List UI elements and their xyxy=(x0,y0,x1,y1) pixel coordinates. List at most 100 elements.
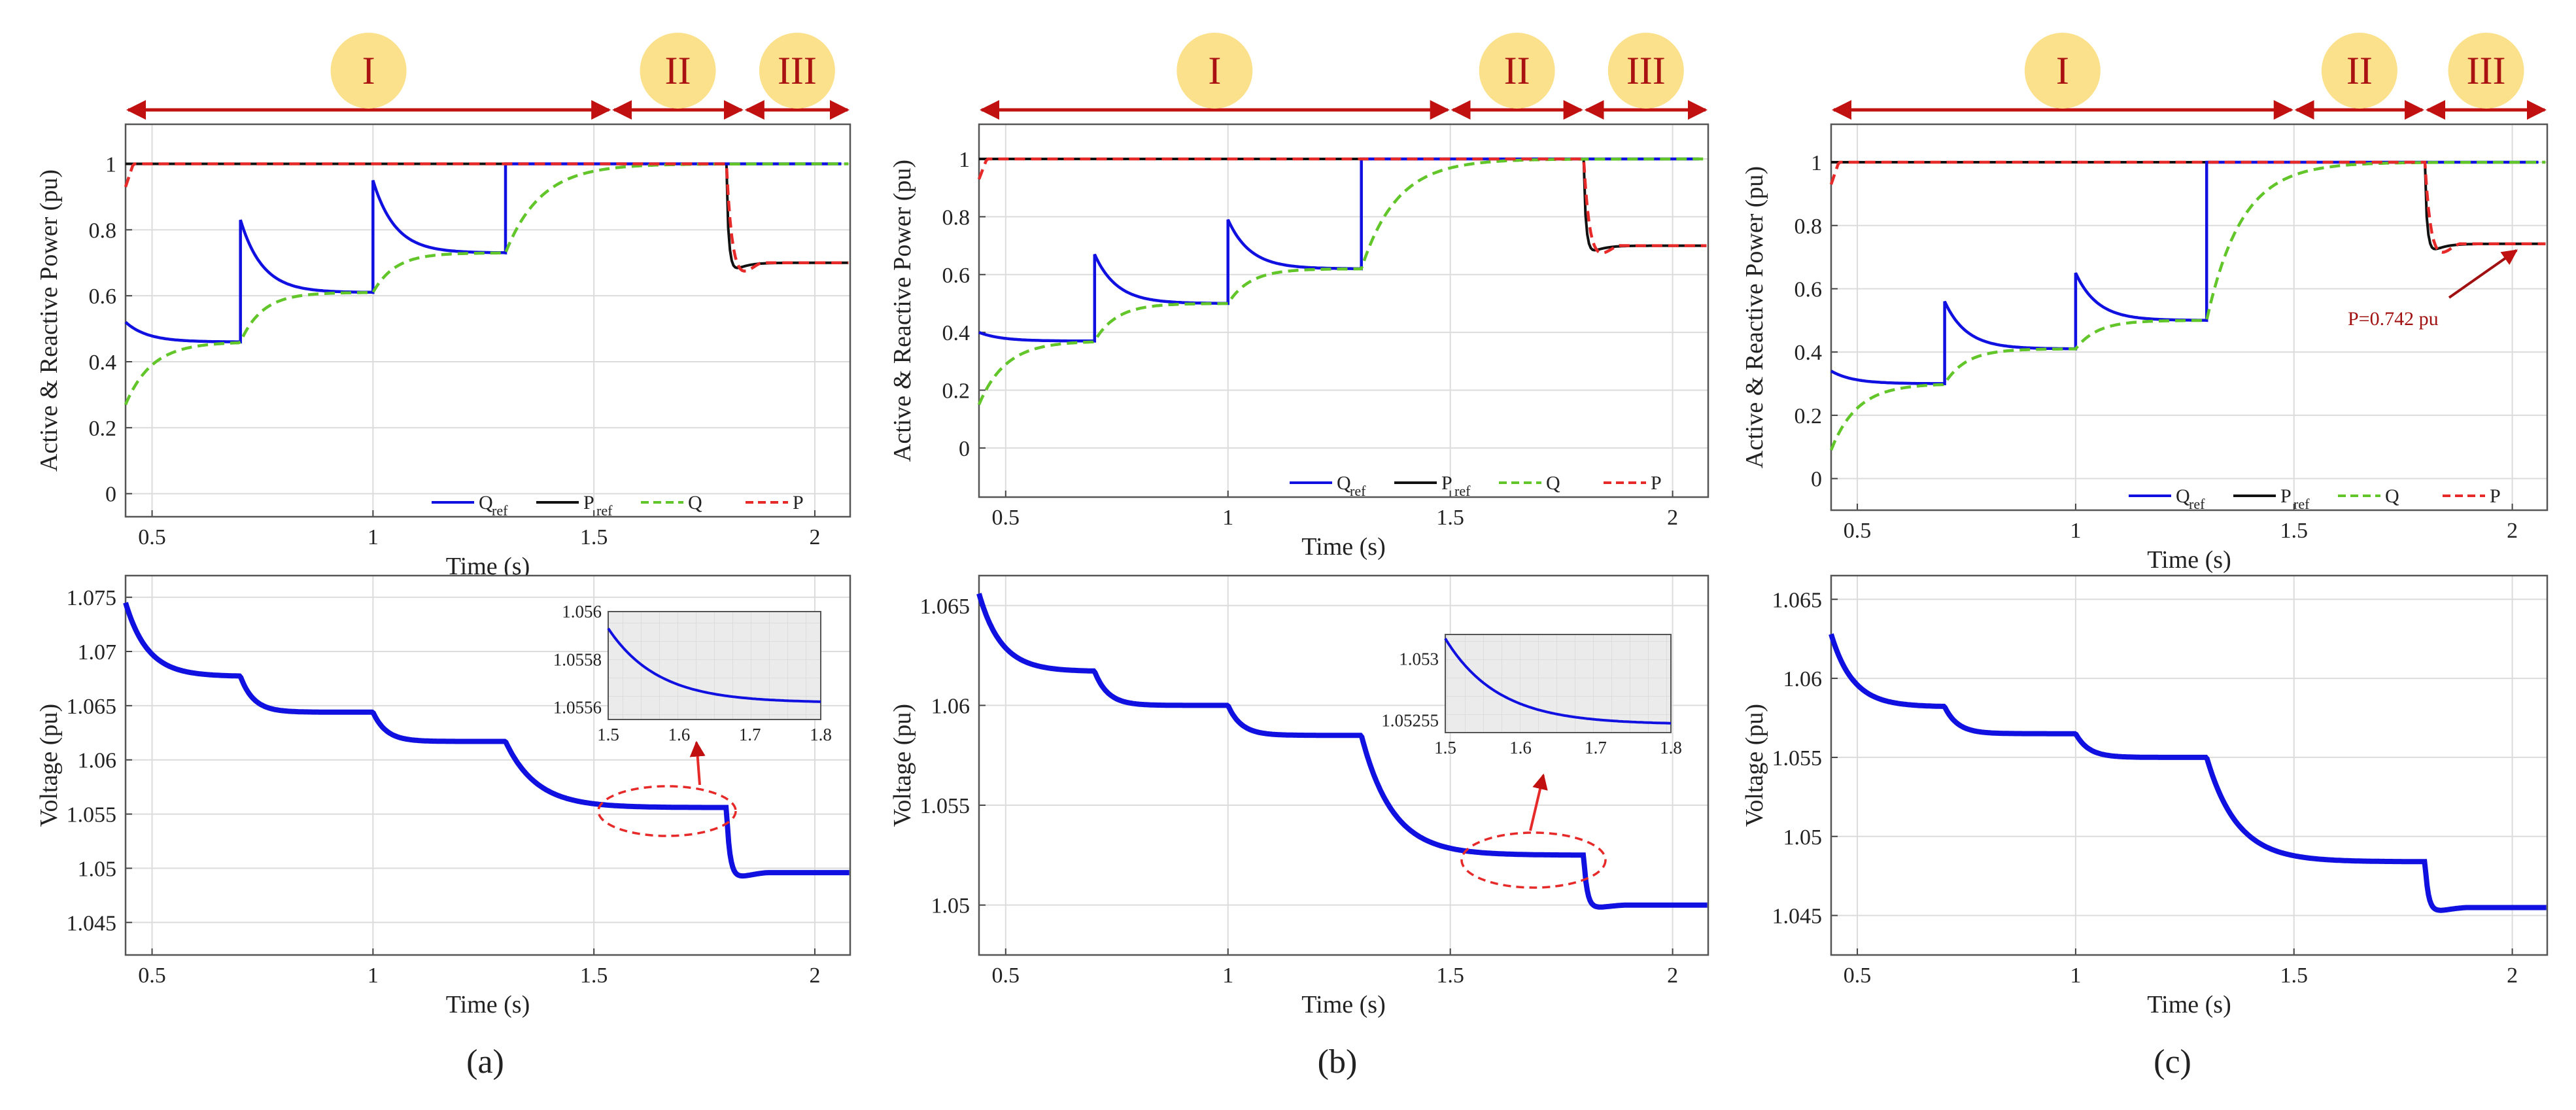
region-label: I xyxy=(362,49,375,92)
q-series-line xyxy=(124,162,849,406)
power-plot-area xyxy=(979,124,1708,497)
voltage-ytick-label: 1.05 xyxy=(931,894,970,918)
region-label: I xyxy=(2056,49,2069,92)
power-frame xyxy=(1830,123,2549,512)
q-series-line xyxy=(977,157,1707,406)
zoom-region-ellipse xyxy=(597,785,737,837)
power-ytick-label: 0.4 xyxy=(942,321,970,345)
inset-series-line xyxy=(1444,638,1672,725)
legend-qref-subscript: ref xyxy=(2189,496,2205,512)
zoom-arrow xyxy=(689,740,706,786)
power-ytick-label: 0.6 xyxy=(942,264,970,288)
region-label: II xyxy=(665,49,691,92)
legend-q-label: Q xyxy=(2385,485,2399,507)
inset-ytick-label: 1.053 xyxy=(1399,650,1439,669)
voltage-ytick-label: 1.06 xyxy=(78,749,117,773)
legend-p-label: P xyxy=(2490,485,2501,507)
power-ytick-label: 0 xyxy=(959,437,970,461)
region-label: III xyxy=(778,49,817,92)
power-chart-c: 0.5 1 1.5 2 0 0.2 0.4 0.6 0.8 1 Time (s) Active & R… xyxy=(1741,33,2549,574)
legend-p-label: P xyxy=(793,492,804,513)
power-ytick-label: 0.2 xyxy=(89,417,117,441)
power-xtick-label: 2 xyxy=(1667,506,1678,530)
power-xtick-label: 1.5 xyxy=(2280,519,2308,543)
power-ytick-label: 0.4 xyxy=(89,351,117,375)
voltage-ytick-label: 1.065 xyxy=(920,595,970,619)
inset-xtick-label: 1.8 xyxy=(810,725,832,744)
region-label: I xyxy=(1208,49,1221,92)
zoom-arrow xyxy=(1529,773,1548,831)
inset-xtick-label: 1.7 xyxy=(1585,738,1607,757)
region-badge xyxy=(2448,33,2524,109)
region-badge xyxy=(1607,33,1684,109)
power-ytick-label: 1 xyxy=(959,148,970,172)
region-badge xyxy=(640,33,716,109)
voltage-xtick-label: 2 xyxy=(1667,963,1678,988)
zoom-inset: 1.5 1.6 1.7 1.8 1.05255 1.053 xyxy=(1381,634,1682,757)
power-ytick-label: 0.8 xyxy=(942,205,970,230)
legend-qref-label: Q xyxy=(2176,485,2190,507)
power-ytick-label: 0.6 xyxy=(89,285,117,309)
region-badge xyxy=(330,33,407,109)
region-badge xyxy=(759,33,835,109)
legend-pref-subscript: ref xyxy=(1454,483,1471,499)
voltage-series-line xyxy=(976,593,1708,910)
voltage-plot-area xyxy=(1831,576,2547,955)
voltage-x-axis-label: Time (s) xyxy=(2147,991,2231,1018)
voltage-ytick-label: 1.055 xyxy=(1772,746,1823,771)
region-badge xyxy=(2321,33,2397,109)
voltage-xtick-label: 1.5 xyxy=(1436,963,1464,988)
p-series-line xyxy=(1829,160,2546,254)
legend-pref-subscript: ref xyxy=(2293,496,2310,512)
voltage-chart-c-voltage: 0.5 1 1.5 2 1.045 1.05 1.055 1.06 1.065 Time (s) V… xyxy=(1741,574,2549,1018)
voltage-chart-a-voltage: 0.5 1 1.5 2 1.045 1.05 1.055 1.06 1.065 1.07 1.075… xyxy=(35,574,851,1018)
caption-c: (c) xyxy=(2154,1043,2191,1081)
p-series-line xyxy=(977,157,1707,254)
power-xtick-label: 1 xyxy=(1222,506,1233,530)
inset-ytick-label: 1.056 xyxy=(562,602,602,621)
q-series-line xyxy=(1829,160,2546,451)
voltage-xtick-label: 1 xyxy=(2070,963,2081,988)
zoom-inset: 1.5 1.6 1.7 1.8 1.0556 1.0558 1.056 xyxy=(553,602,832,744)
power-ytick-label: 0.8 xyxy=(1795,215,1823,239)
legend-qref-subscript: ref xyxy=(492,502,508,519)
voltage-ytick-label: 1.06 xyxy=(1783,667,1823,691)
legend-qref-subscript: ref xyxy=(1350,483,1366,499)
inset-ytick-label: 1.0556 xyxy=(553,698,602,718)
power-ytick-label: 0.6 xyxy=(1795,277,1823,302)
voltage-y-axis-label: Voltage (pu) xyxy=(1741,704,1768,827)
voltage-series-line xyxy=(1829,633,2547,913)
voltage-ytick-label: 1.05 xyxy=(1783,825,1823,850)
voltage-ytick-label: 1.06 xyxy=(931,694,970,718)
power-ytick-label: 1 xyxy=(105,153,116,177)
power-ytick-label: 0.2 xyxy=(942,379,970,404)
region-label: II xyxy=(1504,49,1530,92)
legend-pref-label: P xyxy=(583,492,594,513)
power-ytick-label: 0.8 xyxy=(89,218,117,243)
voltage-ytick-label: 1.07 xyxy=(78,640,117,665)
p-series-line xyxy=(124,162,849,273)
power-chart-b: 0.5 1 1.5 2 0 0.2 0.4 0.6 0.8 1 Time (s) Active & R… xyxy=(889,33,1709,561)
legend-pref-subscript: ref xyxy=(596,502,613,519)
voltage-xtick-label: 1.5 xyxy=(580,963,608,988)
voltage-y-axis-label: Voltage (pu) xyxy=(889,704,916,827)
voltage-ytick-label: 1.05 xyxy=(78,857,117,881)
voltage-ytick-label: 1.055 xyxy=(920,794,970,818)
voltage-frame xyxy=(978,574,1709,956)
voltage-frame xyxy=(124,574,851,956)
caption-a: (a) xyxy=(466,1043,504,1081)
inset-xtick-label: 1.7 xyxy=(739,725,761,744)
inset-xtick-label: 1.8 xyxy=(1660,738,1682,757)
power-xtick-label: 0.5 xyxy=(138,525,166,549)
region-label: III xyxy=(2467,49,2506,92)
voltage-xtick-label: 1.5 xyxy=(2280,963,2308,988)
power-xtick-label: 0.5 xyxy=(1844,519,1872,543)
region-badge xyxy=(2024,33,2101,109)
power-ytick-label: 0.2 xyxy=(1795,404,1823,428)
power-plot-area xyxy=(1831,124,2547,510)
power-ytick-label: 0.4 xyxy=(1795,341,1823,365)
voltage-plot-area xyxy=(979,576,1708,955)
voltage-chart-b-voltage: 0.5 1 1.5 2 1.05 1.055 1.06 1.065 Time (s) Voltag… xyxy=(889,574,1709,1018)
region-label: III xyxy=(1626,49,1666,92)
